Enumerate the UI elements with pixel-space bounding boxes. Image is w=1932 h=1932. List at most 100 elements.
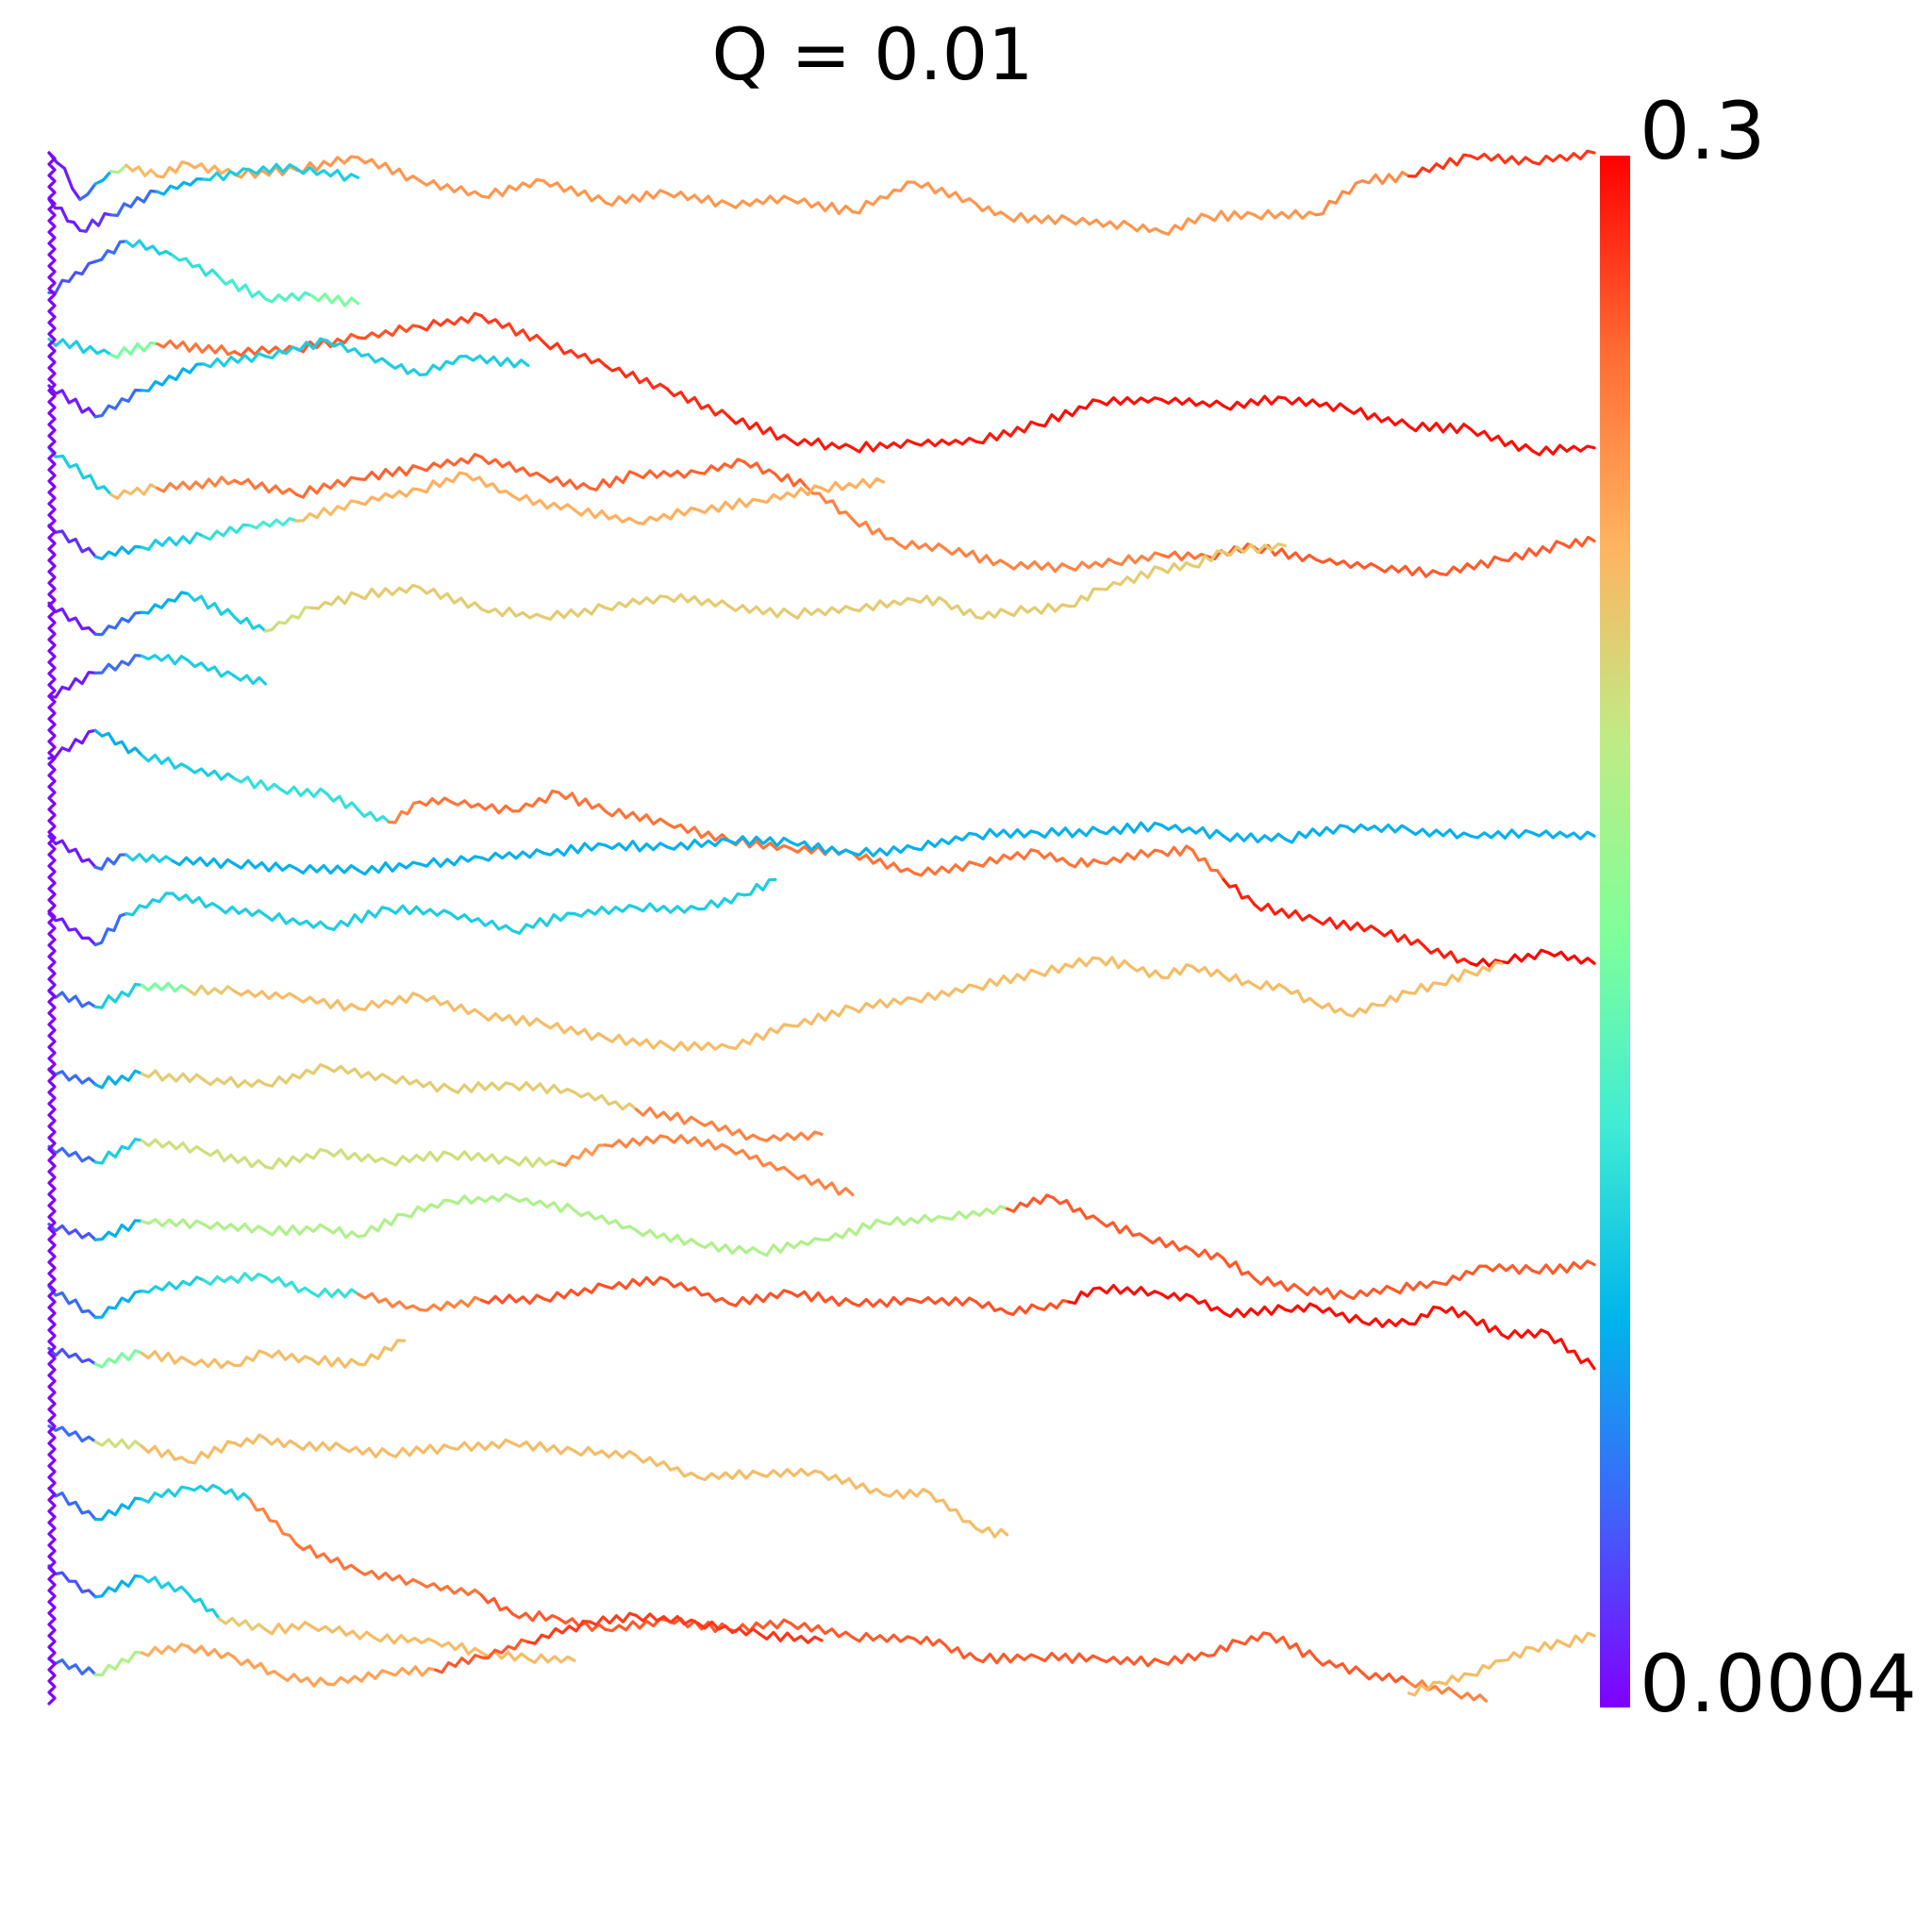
- trajectory-segment: [1067, 216, 1133, 230]
- trajectory-segment: [125, 239, 175, 258]
- trajectory-segment: [912, 594, 947, 607]
- trajectory-segment: [93, 389, 143, 419]
- trajectory-segment: [233, 477, 298, 496]
- trajectory-segment: [557, 791, 608, 813]
- trajectory-segment: [140, 1444, 190, 1464]
- trajectory-segment: [47, 1144, 97, 1164]
- trajectory-series-23: [1407, 1631, 1596, 1697]
- trajectory-segment: [665, 1278, 731, 1306]
- trajectory-segment: [480, 607, 545, 620]
- trajectory-segment: [1098, 395, 1163, 407]
- trajectory-segment: [294, 475, 360, 499]
- trajectory-segment: [541, 603, 608, 621]
- trajectory-segment: [433, 1640, 484, 1656]
- trajectory-segment: [665, 387, 731, 419]
- trajectory-segment: [418, 586, 484, 611]
- trajectory-segment: [1283, 396, 1349, 412]
- trajectory-segment: [851, 180, 916, 215]
- trajectory-segment: [1546, 950, 1596, 965]
- trajectory-segment: [1438, 1672, 1473, 1686]
- trajectory-segment: [171, 856, 237, 870]
- trajectory-segment: [1253, 1275, 1303, 1292]
- trajectory-segment: [588, 470, 638, 491]
- trajectory-segment: [727, 1146, 792, 1174]
- trajectory-segment: [357, 860, 422, 876]
- trajectory-segment: [912, 1295, 978, 1307]
- trajectory-segment: [789, 1622, 855, 1640]
- trajectory-segment: [758, 484, 824, 504]
- trajectory-segment: [387, 1150, 453, 1167]
- trajectory-segment: [263, 606, 314, 633]
- trajectory-series-7: [47, 471, 886, 560]
- trajectory-segment: [820, 1471, 886, 1496]
- trajectory-segment: [1407, 421, 1473, 435]
- trajectory-segment: [604, 1275, 669, 1291]
- trajectory-segment: [1500, 540, 1565, 563]
- trajectory-segment: [604, 363, 669, 391]
- trajectory-segment: [1469, 427, 1535, 453]
- trajectory-segment: [541, 1022, 608, 1041]
- trajectory-segment: [789, 197, 855, 215]
- trajectory-series-9: [47, 654, 267, 699]
- trajectory-segment: [263, 291, 314, 304]
- trajectory-segment: [294, 332, 360, 354]
- trajectory-segment: [696, 497, 762, 514]
- trajectory-segment: [217, 1616, 267, 1631]
- trajectory-segment: [526, 1653, 576, 1664]
- trajectory-segment: [418, 179, 484, 198]
- trajectory-segment: [202, 1075, 267, 1089]
- trajectory-segment: [1391, 1280, 1441, 1295]
- trajectory-segment: [93, 1289, 143, 1320]
- trajectory-segment: [294, 1441, 344, 1452]
- trajectory-segment: [108, 189, 159, 217]
- trajectory-segment: [1530, 149, 1596, 166]
- trajectory-segment: [1530, 829, 1596, 841]
- trajectory-segment: [541, 341, 608, 368]
- trajectory-segment: [309, 591, 360, 610]
- trajectory-segment: [233, 989, 298, 1001]
- trajectory-segment: [1159, 1651, 1210, 1666]
- trajectory-segment: [541, 475, 591, 491]
- trajectory-segment: [1036, 956, 1102, 977]
- trajectory-segment: [1036, 398, 1102, 428]
- trajectory-segment: [93, 654, 143, 675]
- trajectory-segment: [93, 1438, 143, 1450]
- trajectory-segment: [294, 165, 360, 182]
- trajectory-segment: [1067, 857, 1102, 869]
- colorbar-ramp: [1600, 156, 1630, 1707]
- trajectory-segment: [1206, 542, 1257, 561]
- trajectory-segment: [974, 1652, 1040, 1665]
- trajectory-segment: [263, 1275, 314, 1294]
- trajectory-segment: [480, 314, 545, 344]
- trajectory-segment: [233, 1433, 267, 1448]
- trajectory-segment: [634, 1612, 700, 1626]
- trajectory-segment: [418, 311, 484, 332]
- trajectory-segment: [912, 1635, 947, 1647]
- trajectory-segment: [357, 583, 422, 601]
- trajectory-segment: [912, 436, 978, 448]
- trajectory-segment: [480, 456, 545, 479]
- trajectory-segment: [1098, 956, 1133, 970]
- trajectory-segment: [156, 475, 237, 493]
- trajectory-segment: [93, 240, 128, 263]
- trajectory-segment: [1098, 848, 1163, 866]
- trajectory-series-2: [47, 162, 360, 233]
- trajectory-segment: [634, 1107, 700, 1125]
- trajectory-segment: [449, 1192, 514, 1206]
- trajectory-segment: [171, 891, 221, 909]
- trajectory-segment: [510, 911, 576, 935]
- trajectory-segment: [140, 1574, 190, 1596]
- trajectory-segment: [1206, 1639, 1241, 1657]
- trajectory-segment: [140, 1485, 190, 1504]
- trajectory-segment: [140, 981, 190, 993]
- trajectory-segment: [325, 1148, 391, 1164]
- trajectory-segment: [727, 194, 792, 209]
- trajectory-segment: [357, 324, 422, 341]
- trajectory-segment: [604, 1617, 669, 1633]
- trajectory-segment: [1345, 407, 1410, 428]
- trajectory-segment: [294, 995, 360, 1012]
- trajectory-segment: [557, 1143, 608, 1167]
- trajectory-segment: [93, 853, 128, 871]
- trajectory-segment: [1098, 565, 1163, 591]
- trajectory-segment: [186, 1357, 237, 1370]
